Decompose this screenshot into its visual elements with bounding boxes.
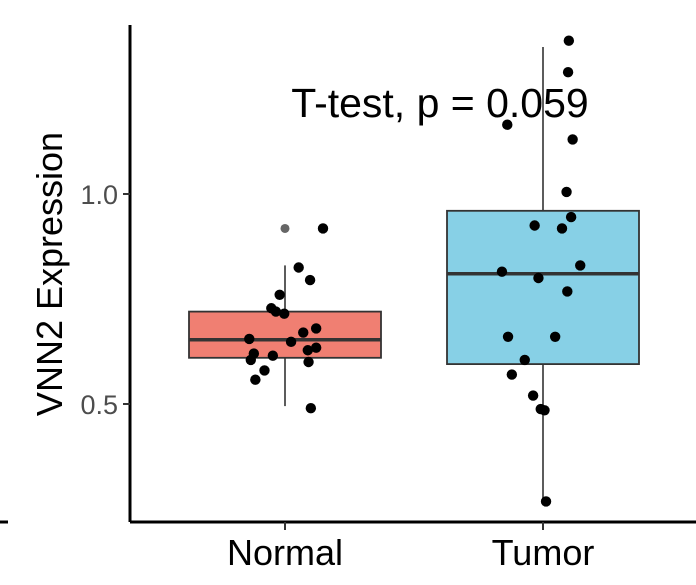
data-point: [533, 272, 544, 284]
x-tick-label: Normal: [227, 532, 343, 573]
y-tick-label: 0.5: [80, 390, 118, 420]
t-test-annotation: T-test, p = 0.059: [291, 80, 588, 126]
x-ticks: Normal Tumor: [227, 522, 594, 573]
group-normal: [188, 223, 382, 414]
data-point: [527, 390, 539, 401]
data-point: [529, 220, 540, 231]
data-point: [310, 323, 322, 334]
data-point: [565, 211, 577, 223]
data-point: [540, 496, 552, 507]
data-point: [519, 354, 530, 366]
data-point: [317, 223, 329, 234]
box-groups: [188, 35, 640, 507]
data-point: [303, 356, 314, 368]
data-point: [502, 119, 513, 130]
data-point: [279, 308, 290, 319]
data-point: [245, 354, 256, 366]
data-point: [304, 274, 316, 286]
data-point: [270, 306, 282, 317]
data-point: [561, 186, 572, 198]
data-point: [274, 289, 285, 300]
data-point: [502, 331, 514, 342]
y-axis-title: VNN2 Expression: [29, 132, 70, 416]
data-point: [563, 35, 575, 46]
data-point: [496, 266, 508, 277]
data-point: [549, 331, 561, 342]
data-point: [506, 369, 518, 380]
data-point: [298, 327, 309, 338]
group-tumor: [446, 35, 640, 507]
data-point: [305, 403, 317, 414]
data-point: [539, 405, 550, 416]
data-point: [259, 365, 270, 376]
data-point: [244, 333, 255, 345]
data-point: [567, 134, 578, 145]
data-point: [310, 342, 322, 353]
data-point: [302, 345, 313, 356]
data-point: [285, 336, 297, 348]
y-tick-label: 1.0: [80, 180, 118, 210]
data-point: [575, 260, 586, 271]
outlier-point: [280, 223, 290, 233]
data-point: [293, 262, 304, 273]
data-point: [562, 67, 574, 78]
data-point: [250, 374, 261, 385]
iqr-box: [188, 310, 382, 359]
x-tick-label: Tumor: [492, 532, 595, 573]
y-ticks: 0.5 1.0: [80, 180, 130, 420]
iqr-box: [446, 209, 640, 366]
data-point: [556, 223, 568, 234]
data-point: [562, 286, 573, 297]
data-point: [267, 350, 279, 361]
